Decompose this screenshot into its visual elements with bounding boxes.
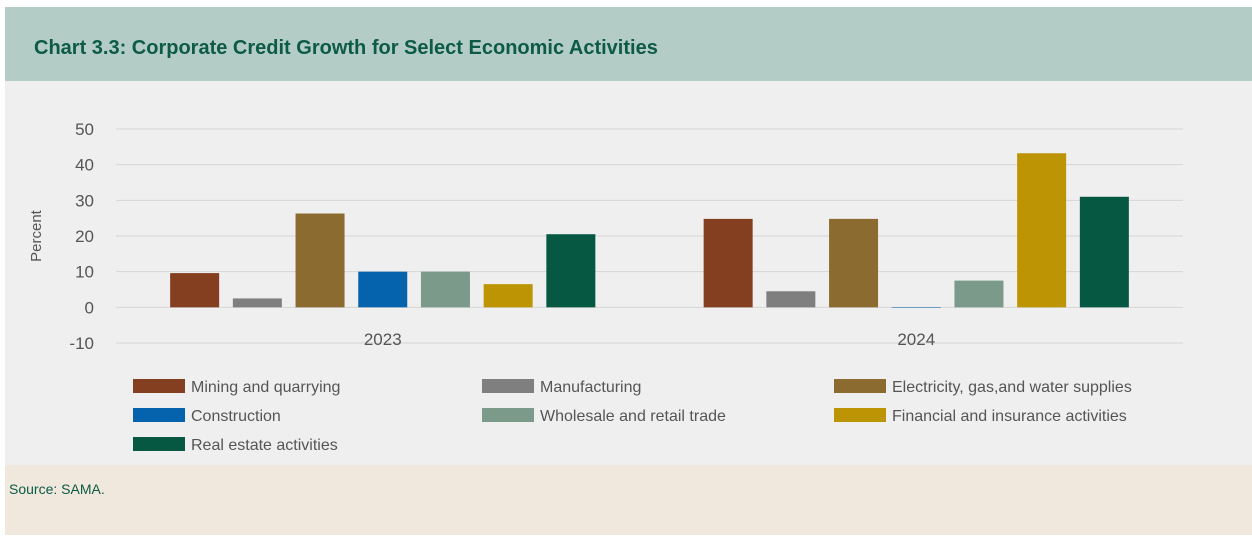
- title-bar: Chart 3.3: Corporate Credit Growth for S…: [5, 7, 1252, 81]
- legend-label: Construction: [191, 408, 281, 425]
- bar: [546, 234, 596, 308]
- legend-swatch: [834, 379, 886, 393]
- legend-swatch: [482, 379, 534, 393]
- x-tick-label: 2024: [897, 330, 935, 349]
- y-tick-label: 50: [75, 120, 94, 139]
- legend-label: Real estate activities: [191, 437, 338, 454]
- legend-label: Manufacturing: [540, 379, 641, 396]
- legend-swatch: [133, 408, 185, 422]
- legend-swatch: [133, 379, 185, 393]
- bar: [954, 280, 1004, 308]
- chart-title: Chart 3.3: Corporate Credit Growth for S…: [34, 37, 658, 59]
- bar: [170, 273, 220, 308]
- legend-swatch: [834, 408, 886, 422]
- bar-chart: 50 40 30 20 10 0 -10 Percent 2023 2024 Mining and …: [28, 120, 1183, 454]
- page: Chart 3.3: Corporate Credit Growth for S…: [5, 7, 1252, 537]
- legend-label: Mining and quarrying: [191, 379, 340, 396]
- y-axis-label: Percent: [28, 209, 45, 262]
- legend-swatch: [133, 437, 185, 451]
- source-note: Source: SAMA.: [9, 481, 105, 497]
- bar: [766, 291, 816, 308]
- bar: [1079, 196, 1129, 308]
- legend-label: Wholesale and retail trade: [540, 408, 726, 425]
- y-tick-label: 40: [75, 156, 94, 175]
- x-tick-label: 2023: [364, 330, 402, 349]
- source-bar: Source: SAMA.: [5, 465, 1252, 535]
- bar: [358, 271, 408, 308]
- legend-label: Financial and insurance activities: [892, 408, 1127, 425]
- legend-label: Electricity, gas,and water supplies: [892, 379, 1132, 396]
- bar: [483, 284, 533, 308]
- y-tick-label: 20: [75, 227, 94, 246]
- bar: [232, 298, 282, 308]
- legend-swatch: [482, 408, 534, 422]
- bar: [829, 218, 879, 308]
- y-tick-label: -10: [69, 334, 94, 353]
- bar: [295, 213, 345, 308]
- bar: [703, 218, 753, 308]
- bar: [891, 307, 941, 308]
- chart-area: 50 40 30 20 10 0 -10 Percent 2023 2024 Mining and …: [5, 81, 1252, 465]
- y-tick-label: 30: [75, 191, 94, 210]
- y-tick-label: 0: [85, 298, 94, 317]
- bar: [420, 271, 470, 308]
- bar: [1017, 153, 1067, 308]
- y-tick-label: 10: [75, 263, 94, 282]
